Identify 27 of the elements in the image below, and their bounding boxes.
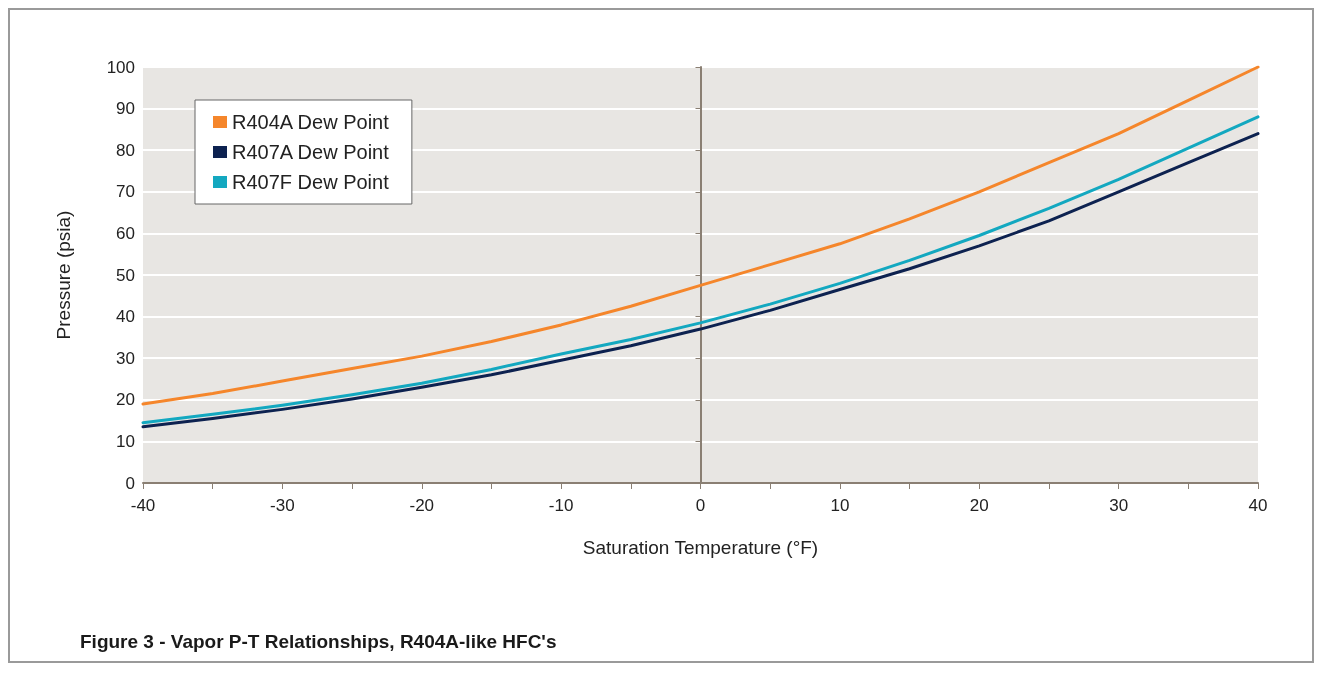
y-tick-label: 40 xyxy=(116,307,135,327)
line-series xyxy=(141,65,1260,406)
y-tick-label: 10 xyxy=(116,431,135,451)
y-tick-label: 100 xyxy=(106,57,135,77)
y-tick-label: 20 xyxy=(116,390,135,410)
x-tick-label: 30 xyxy=(1109,496,1129,515)
caption: Figure 3 - Vapor P-T Relationships, R404A-like HFC's xyxy=(80,631,557,652)
x-axis-title: Saturation Temperature (°F) xyxy=(582,537,819,558)
x-tick-label: 0 xyxy=(695,496,706,515)
legend-label: R404A Dew Point xyxy=(232,111,390,133)
x-tick-label: -10 xyxy=(548,496,574,515)
x-tick-label: -20 xyxy=(409,496,435,515)
y-axis-title: Pressure (psia) xyxy=(53,210,74,340)
x-tick-label: 40 xyxy=(1248,496,1268,515)
y-tick-label: 60 xyxy=(116,223,135,243)
y-tick-label: 30 xyxy=(116,348,135,368)
y-tick-label: 80 xyxy=(116,140,135,160)
x-tick-label: 10 xyxy=(830,496,850,515)
x-tick-label: -40 xyxy=(130,496,156,515)
legend-label: R407A Dew Point xyxy=(232,141,390,163)
y-tick-label: 70 xyxy=(116,182,135,202)
y-tick-label: 0 xyxy=(125,473,135,493)
x-tick-label: 20 xyxy=(969,496,989,515)
x-tick-label: -30 xyxy=(270,496,295,515)
y-tick-label: 90 xyxy=(116,99,135,119)
legend-label: R407F Dew Point xyxy=(232,171,390,193)
y-tick-label: 50 xyxy=(116,265,135,285)
